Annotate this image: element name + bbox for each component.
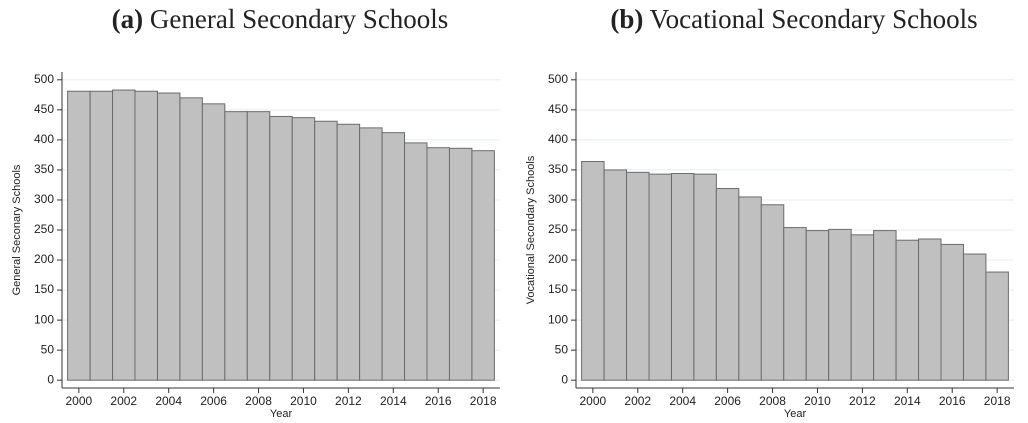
bar (359, 127, 383, 381)
y-tick-label: 150 (34, 282, 54, 296)
y-tick-label: 50 (555, 342, 569, 356)
x-tick-label: 2018 (984, 394, 1011, 408)
bar (648, 173, 672, 381)
y-tick-label: 500 (34, 72, 54, 86)
y-tick-label: 450 (34, 102, 54, 116)
y-tick-label: 50 (41, 342, 55, 356)
bar (850, 234, 875, 381)
y-tick-label: 350 (34, 162, 54, 176)
bar (156, 92, 181, 381)
x-tick-label: 2000 (65, 394, 92, 408)
panel-label: (a) (112, 4, 143, 34)
bar (224, 111, 248, 381)
bar (693, 173, 717, 381)
bar (67, 90, 91, 381)
bar (179, 97, 203, 381)
x-tick-label: 2014 (380, 394, 407, 408)
bar (471, 150, 495, 381)
x-axis-label: Year (784, 408, 807, 420)
bar (918, 238, 942, 381)
y-tick-label: 150 (548, 282, 568, 296)
y-tick-label: 200 (548, 252, 568, 266)
bar (603, 169, 628, 381)
y-tick-label: 200 (34, 252, 54, 266)
x-tick-label: 2002 (110, 394, 137, 408)
bar (873, 230, 897, 381)
bar (783, 227, 807, 381)
x-tick-label: 2008 (245, 394, 272, 408)
bar (670, 173, 695, 381)
x-tick-label: 2016 (425, 394, 452, 408)
y-tick-label: 0 (47, 372, 54, 386)
bar (985, 271, 1009, 381)
bar (940, 243, 964, 381)
chart-panel: (b) Vocational Secondary Schools 0 50 100 15… (525, 4, 1014, 420)
bar (381, 132, 406, 381)
bar (626, 171, 650, 381)
y-tick-label: 100 (548, 312, 568, 326)
x-tick-label: 2014 (894, 394, 921, 408)
x-tick-label: 2002 (624, 394, 651, 408)
bar (448, 147, 473, 381)
x-tick-label: 2000 (579, 394, 606, 408)
bar (112, 89, 136, 381)
x-tick-label: 2006 (714, 394, 741, 408)
bar (828, 228, 852, 381)
title-text: General Secondary Schools (150, 4, 448, 34)
x-tick-label: 2010 (290, 394, 317, 408)
bar (404, 142, 428, 381)
bar (581, 161, 605, 381)
x-axis-label: Year (270, 408, 293, 420)
x-tick-label: 2010 (804, 394, 831, 408)
title-text: Vocational Secondary Schools (650, 4, 978, 34)
x-tick-label: 2004 (669, 394, 696, 408)
bar (895, 239, 920, 381)
x-tick-label: 2012 (335, 394, 362, 408)
x-tick-label: 2004 (155, 394, 182, 408)
y-tick-label: 400 (548, 132, 568, 146)
bar (291, 117, 316, 381)
bar (89, 90, 114, 381)
bar (805, 230, 830, 381)
chart-panel: (a) General Secondary Schools 0 50 100 150 20… (11, 4, 500, 420)
bar (760, 204, 785, 381)
y-tick-label: 0 (561, 372, 568, 386)
bar (201, 103, 226, 381)
x-tick-label: 2008 (759, 394, 786, 408)
panel-label: (b) (610, 4, 643, 34)
y-tick-label: 400 (34, 132, 54, 146)
y-tick-label: 500 (548, 72, 568, 86)
chart-title: (b) Vocational Secondary Schools (610, 4, 977, 34)
y-tick-label: 100 (34, 312, 54, 326)
x-tick-label: 2012 (849, 394, 876, 408)
chart-title: (a) General Secondary Schools (112, 4, 449, 34)
bar (715, 188, 740, 381)
bar (426, 147, 450, 381)
y-tick-label: 350 (548, 162, 568, 176)
y-axis-label: General Seconary Schools (11, 164, 23, 295)
x-tick-label: 2018 (470, 394, 497, 408)
x-tick-label: 2016 (939, 394, 966, 408)
bar (269, 115, 293, 381)
y-tick-label: 300 (548, 192, 568, 206)
y-tick-label: 250 (548, 222, 568, 236)
x-tick-label: 2006 (200, 394, 227, 408)
bar (246, 111, 271, 381)
y-tick-label: 450 (548, 102, 568, 116)
y-axis-label: Vocational Secondary Schools (525, 155, 537, 304)
bar (962, 253, 987, 381)
y-tick-label: 250 (34, 222, 54, 236)
bar (738, 196, 762, 381)
y-tick-label: 300 (34, 192, 54, 206)
bar (134, 90, 158, 381)
bar (336, 123, 361, 381)
bar (314, 120, 338, 381)
